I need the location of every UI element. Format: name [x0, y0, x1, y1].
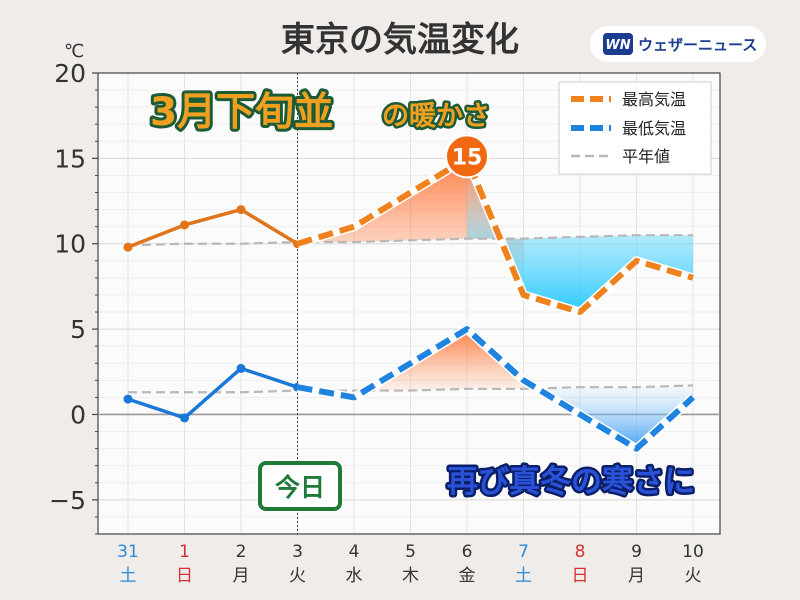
- x-date-label: 5: [405, 542, 416, 562]
- warm-annotation-small: の暖かさ: [382, 101, 490, 132]
- normal-max-line: [127, 234, 693, 247]
- x-weekday-label: 月: [233, 566, 250, 586]
- normal-lines: [127, 234, 694, 394]
- brand-badge: WN ウェザーニュース: [590, 26, 766, 62]
- x-date-label: 6: [462, 542, 473, 562]
- x-date-label: 1: [179, 542, 190, 562]
- min-observed-line: [127, 366, 299, 420]
- min-point: [236, 363, 246, 373]
- max-cold-fill: [467, 158, 693, 313]
- x-weekday-label: 金: [459, 566, 476, 586]
- chart-title: 東京の気温変化: [281, 20, 519, 60]
- legend-normal-label: 平年値: [622, 147, 670, 166]
- today-label: 今日: [275, 473, 325, 502]
- max-point: [180, 220, 189, 230]
- series-lines: [123, 153, 697, 454]
- x-date-label: 7: [518, 542, 529, 562]
- min-forecast-line: [296, 326, 696, 452]
- max-observed-line: [127, 207, 299, 249]
- x-weekday-label: 水: [346, 566, 363, 586]
- peak-value: 15: [452, 145, 483, 170]
- y-tick-label: 15: [54, 144, 86, 173]
- y-axis: −5 0 5 10 15 20: [49, 59, 98, 535]
- min-point: [180, 413, 189, 423]
- y-tick-label: −5: [49, 486, 86, 515]
- max-point: [236, 205, 246, 215]
- legend-max-label: 最高気温: [622, 90, 686, 109]
- x-date-label: 10: [682, 542, 704, 562]
- today-badge: 今日: [258, 461, 342, 511]
- x-date-label: 2: [236, 542, 247, 562]
- unit-label: ℃: [64, 41, 84, 62]
- brand-name: ウェザーニュース: [638, 36, 757, 54]
- cold-annotation: 再び真冬の寒さに: [447, 464, 695, 500]
- plot-frame: [97, 72, 721, 535]
- legend-min-label: 最低気温: [622, 119, 686, 138]
- warm-annotation: 3月下旬並 の暖かさ: [147, 87, 493, 138]
- brand-logo-text: WN: [605, 38, 630, 53]
- x-weekday-label: 月: [628, 566, 645, 586]
- x-weekday-label: 日: [176, 566, 193, 586]
- max-point: [123, 242, 133, 252]
- x-weekday-label: 木: [402, 566, 419, 586]
- x-weekday-label: 火: [685, 566, 702, 586]
- x-date-label: 9: [631, 542, 642, 562]
- brand-logo-icon: [603, 33, 633, 55]
- peak-badge: 15: [445, 134, 489, 179]
- normal-min-line: [128, 384, 694, 394]
- x-date-label: 4: [349, 542, 360, 562]
- x-weekday-label: 土: [120, 566, 137, 586]
- x-weekday-label: 日: [572, 566, 589, 586]
- x-weekday-label: 土: [515, 566, 532, 586]
- x-date-label: 8: [575, 542, 586, 562]
- x-date-label: 3: [292, 542, 303, 562]
- y-tick-label: 20: [54, 59, 86, 88]
- min-point: [123, 394, 133, 404]
- legend: 最高気温 最低気温 平年値: [558, 81, 712, 175]
- x-weekday-label: 火: [289, 566, 306, 586]
- x-axis: 31 土 1 日 2 月 3 火 4 水 5 木 6 金 7 土 8 日 9 月 10 火: [117, 542, 704, 586]
- y-tick-label: 10: [54, 230, 86, 259]
- y-tick-label: 5: [70, 315, 86, 344]
- max-forecast-line: [296, 155, 694, 316]
- warm-annotation-big: 3月下旬並: [150, 90, 333, 135]
- x-date-label: 31: [117, 542, 139, 562]
- y-tick-label: 0: [70, 400, 86, 429]
